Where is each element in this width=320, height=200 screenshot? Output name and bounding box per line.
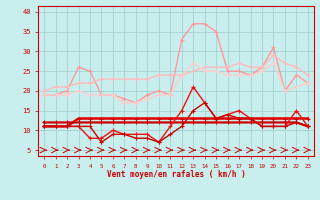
X-axis label: Vent moyen/en rafales ( km/h ): Vent moyen/en rafales ( km/h ) <box>107 170 245 179</box>
